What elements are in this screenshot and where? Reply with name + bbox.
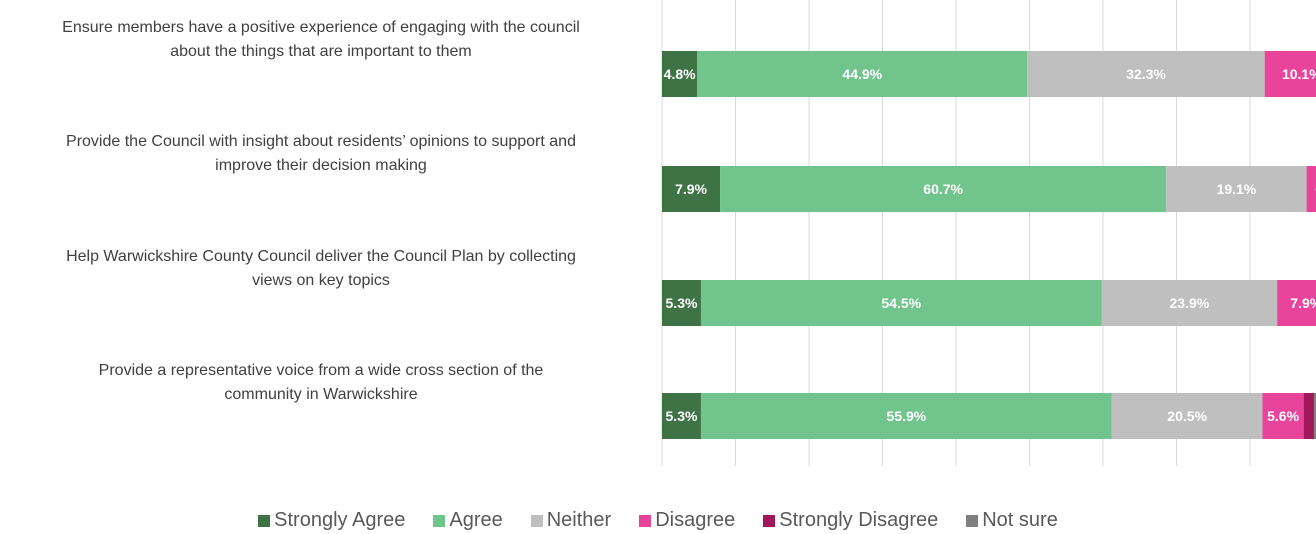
data-label: 32.3%: [1126, 66, 1166, 82]
data-label: 5.3%: [666, 295, 698, 311]
category-label-line: Help Warwickshire County Council deliver…: [66, 248, 576, 265]
bar-row: 7.9%60.7%19.1%6.7%: [662, 166, 1316, 212]
bar-segment-strongly-disagree: [1303, 393, 1314, 439]
bar-segment-strongly-agree: [662, 51, 698, 97]
legend-swatch: [530, 514, 543, 527]
data-label: 5.6%: [1267, 408, 1299, 424]
legend-label: Agree: [449, 509, 503, 531]
category-label-line: Provide a representative voice from a wi…: [98, 362, 544, 379]
category-label-line: views on key topics: [252, 272, 390, 289]
data-label: 44.9%: [842, 66, 882, 82]
category-label-line: Provide the Council with insight about r…: [66, 133, 576, 150]
category-label-line: Ensure members have a positive experienc…: [62, 19, 580, 36]
bar-segment-strongly-agree: [662, 166, 721, 212]
bar-segment-not-sure: [1313, 393, 1316, 439]
bar-segment-strongly-agree: [662, 280, 701, 326]
legend-label: Disagree: [655, 509, 736, 531]
legend: Strongly Agree Agree Neither Disagree Strong…: [0, 507, 1316, 534]
legend-label: Strongly Disagree: [779, 509, 939, 531]
bar-row: 4.8%44.9%32.3%10.1%5.9%: [662, 51, 1316, 97]
bar-segment-agree: [700, 280, 1102, 326]
data-label: 4.8%: [664, 66, 696, 82]
legend-item: Disagree: [639, 509, 735, 532]
data-label: 54.5%: [881, 295, 921, 311]
data-label: 7.9%: [675, 181, 707, 197]
legend-item: Not sure: [966, 509, 1058, 532]
data-label: 7.9%: [1290, 295, 1316, 311]
legend-swatch: [763, 514, 776, 527]
bar-segment-agree: [720, 166, 1167, 212]
bar-segment-neither: [1111, 393, 1263, 439]
bar-segment-agree: [700, 393, 1112, 439]
bar-segment-neither: [1027, 51, 1265, 97]
data-label: 10.1%: [1282, 66, 1316, 82]
legend-swatch: [639, 514, 652, 527]
category-label: Help Warwickshire County Council deliver…: [0, 245, 642, 293]
bar-segment-disagree: [1277, 280, 1316, 326]
legend-label: Not sure: [982, 509, 1058, 531]
data-label: 19.1%: [1217, 181, 1257, 197]
category-label: Provide a representative voice from a wi…: [0, 359, 642, 407]
bar-segment-disagree: [1264, 51, 1316, 97]
legend-item: Agree: [433, 509, 503, 532]
category-label-line: improve their decision making: [215, 157, 427, 174]
category-label: Provide the Council with insight about r…: [0, 130, 642, 178]
legend-item: Strongly Disagree: [763, 509, 938, 532]
legend-swatch: [258, 514, 271, 527]
category-label: Ensure members have a positive experienc…: [0, 16, 642, 64]
bar-segment-neither: [1101, 280, 1278, 326]
legend-item: Neither: [530, 509, 612, 532]
category-label-line: about the things that are important to t…: [170, 43, 472, 60]
category-label-line: community in Warwickshire: [224, 386, 418, 403]
legend-swatch: [966, 514, 979, 527]
legend-label: Neither: [546, 509, 612, 531]
bar-segment-disagree: [1262, 393, 1304, 439]
data-label: 5.3%: [666, 408, 698, 424]
data-label: 23.9%: [1170, 295, 1210, 311]
legend-label: Strongly Agree: [274, 509, 406, 531]
data-label: 60.7%: [923, 181, 963, 197]
bar-segment-strongly-agree: [662, 393, 701, 439]
bar-segment-neither: [1166, 166, 1307, 212]
legend-swatch: [433, 514, 446, 527]
bar-row: 5.3%55.9%20.5%5.6%11.2%: [662, 393, 1316, 439]
data-label: 55.9%: [887, 408, 927, 424]
bar-segment-agree: [697, 51, 1028, 97]
data-label: 20.5%: [1167, 408, 1207, 424]
legend-item: Strongly Agree: [258, 509, 405, 532]
bar-row: 5.3%54.5%23.9%7.9%7.0%: [662, 280, 1316, 326]
bar-segment-disagree: [1306, 166, 1316, 212]
